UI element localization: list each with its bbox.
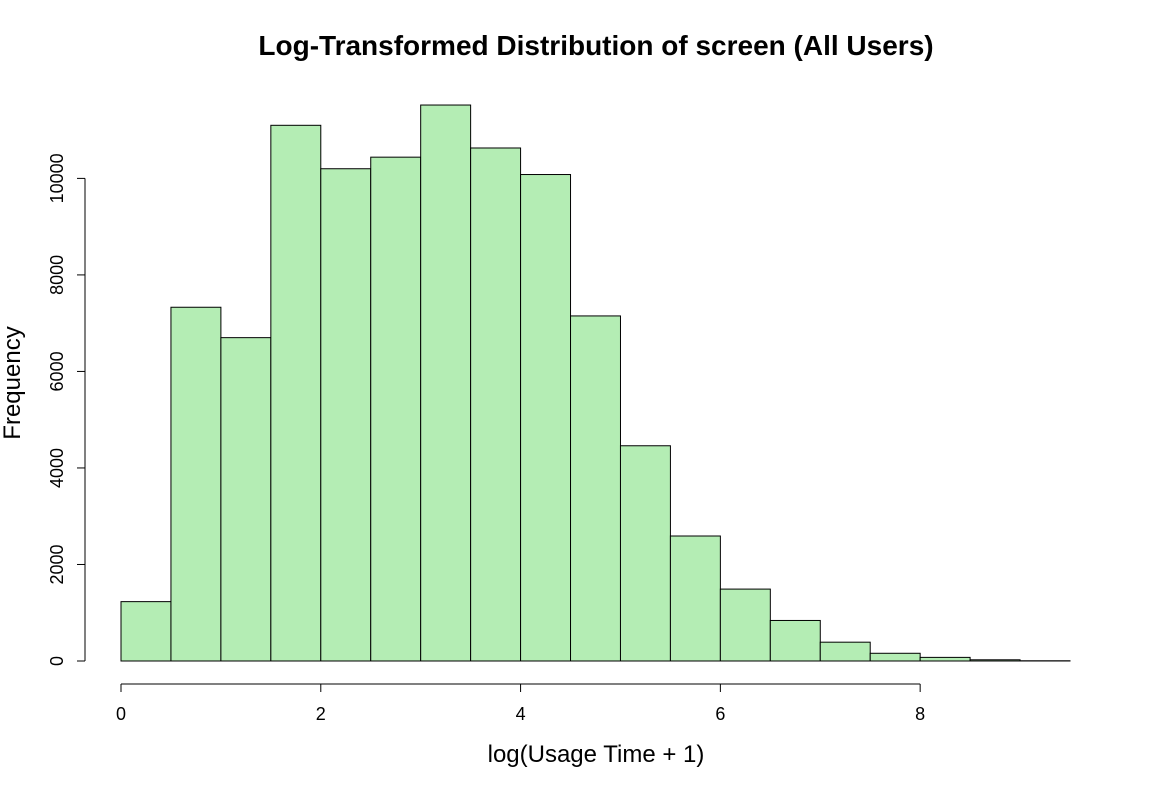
y-axis-label: Frequency: [0, 326, 26, 439]
histogram-bar: [270, 124, 322, 662]
x-axis-tick-label: 0: [116, 704, 126, 724]
histogram-bar: [570, 315, 621, 662]
x-axis-tick-label: 6: [715, 704, 725, 724]
y-axis: 0 2000 4000 6000 8000 10000: [47, 153, 86, 666]
y-axis-tick-label: 10000: [47, 153, 67, 203]
histogram-bar: [719, 588, 771, 662]
histogram-bar: [919, 656, 971, 662]
histogram-bar: [769, 619, 821, 662]
histogram-bar: [619, 445, 671, 662]
y-axis-tick-label: 6000: [47, 351, 67, 391]
histogram-bar: [320, 168, 372, 662]
x-axis-tick-label: 4: [516, 704, 526, 724]
histogram-bar: [470, 147, 522, 662]
histogram-bar: [819, 641, 871, 662]
histogram-bar: [969, 659, 1021, 662]
bars-group: [120, 104, 1071, 662]
histogram-bar: [370, 156, 422, 662]
y-axis-tick-label: 2000: [47, 544, 67, 584]
y-axis-tick-label: 0: [47, 656, 67, 666]
histogram-bar: [120, 601, 172, 662]
histogram-bar: [170, 306, 222, 662]
histogram-bar: [520, 174, 572, 662]
chart-title: Log-Transformed Distribution of screen (…: [258, 30, 933, 61]
histogram-bar: [420, 104, 472, 662]
x-axis-tick-label: 2: [316, 704, 326, 724]
x-axis: 0 2 4 6 8: [116, 683, 925, 724]
x-axis-tick-label: 8: [915, 704, 925, 724]
histogram-bar: [669, 535, 721, 662]
histogram-bar: [220, 337, 272, 662]
histogram-bar: [869, 652, 921, 662]
x-axis-label: log(Usage Time + 1): [488, 741, 705, 768]
y-axis-tick-label: 4000: [47, 448, 67, 488]
y-axis-tick-label: 8000: [47, 255, 67, 295]
